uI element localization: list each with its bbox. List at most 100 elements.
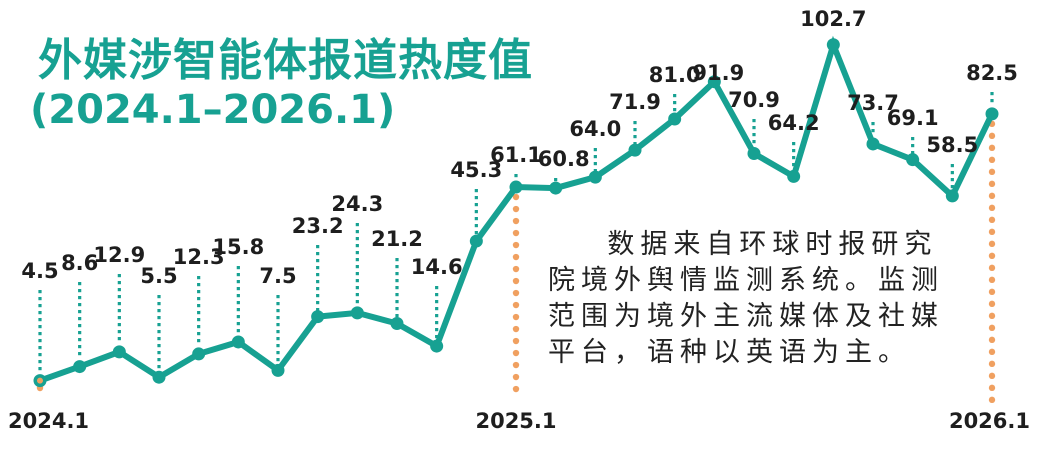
drop-line-dot xyxy=(276,295,280,299)
drop-line-dot xyxy=(474,203,478,207)
reference-line-dot xyxy=(988,216,996,224)
reference-line-dot xyxy=(988,276,996,284)
drop-line-dot xyxy=(276,316,280,320)
drop-line-dot xyxy=(316,266,320,270)
value-label: 61.1 xyxy=(490,143,542,167)
drop-line-dot xyxy=(197,304,201,308)
drop-line-dot xyxy=(38,297,42,301)
x-tick-label: 2026.1 xyxy=(949,409,1030,433)
drop-line-dot xyxy=(514,174,518,178)
reference-line-dot xyxy=(988,348,996,356)
value-label: 102.7 xyxy=(800,7,866,31)
drop-line-dot xyxy=(911,144,915,148)
data-point xyxy=(588,170,602,184)
value-label: 23.2 xyxy=(292,214,344,238)
drop-line-dot xyxy=(752,126,756,130)
drop-line-dot xyxy=(355,230,359,234)
reference-line-dot xyxy=(512,349,520,357)
data-point xyxy=(469,234,483,248)
data-point xyxy=(945,189,959,203)
drop-line-dot xyxy=(236,273,240,277)
data-point xyxy=(747,147,761,161)
data-point xyxy=(866,137,880,151)
drop-line-dot xyxy=(197,290,201,294)
reference-line-dot xyxy=(988,360,996,368)
drop-line-dot xyxy=(157,309,161,313)
drop-line-dot xyxy=(990,92,994,96)
drop-line-dot xyxy=(197,276,201,280)
drop-line-dot xyxy=(316,280,320,284)
drop-line-dot xyxy=(38,311,42,315)
value-label: 91.9 xyxy=(692,61,744,85)
value-label: 21.2 xyxy=(371,227,423,251)
drop-line-dot xyxy=(117,323,121,327)
reference-line-dot xyxy=(512,229,520,237)
data-point xyxy=(985,107,999,121)
value-label: 7.5 xyxy=(259,264,296,288)
drop-line-dot xyxy=(197,318,201,322)
value-label: 58.5 xyxy=(926,133,978,157)
drop-line-dot xyxy=(236,315,240,319)
drop-line-dot xyxy=(236,287,240,291)
reference-line-dot xyxy=(988,204,996,212)
chart-title: 外媒涉智能体报道热度值 xyxy=(38,35,533,86)
drop-line-dot xyxy=(38,339,42,343)
data-point xyxy=(826,38,840,52)
drop-line-dot xyxy=(78,331,82,335)
drop-line-dot xyxy=(197,297,201,301)
data-point xyxy=(707,75,721,89)
drop-line-dot xyxy=(78,296,82,300)
drop-line-dot xyxy=(316,252,320,256)
value-label: 71.9 xyxy=(609,90,661,114)
reference-line-dot xyxy=(988,168,996,176)
drop-line-dot xyxy=(38,304,42,308)
value-label: 5.5 xyxy=(140,264,177,288)
drop-line-dot xyxy=(911,151,915,155)
drop-line-dot xyxy=(78,324,82,328)
drop-line-dot xyxy=(157,344,161,348)
drop-line-dot xyxy=(117,316,121,320)
drop-line-dot xyxy=(38,318,42,322)
drop-line-dot xyxy=(316,273,320,277)
drop-line-dot xyxy=(157,351,161,355)
drop-line-dot xyxy=(197,283,201,287)
drop-line-dot xyxy=(236,266,240,270)
data-point xyxy=(73,360,87,374)
drop-line-dot xyxy=(78,289,82,293)
drop-line-dot xyxy=(117,281,121,285)
reference-line-dot xyxy=(988,384,996,392)
drop-line-dot xyxy=(197,332,201,336)
reference-line-dot xyxy=(988,252,996,260)
drop-line-dot xyxy=(355,293,359,297)
value-label: 24.3 xyxy=(331,192,383,216)
drop-line-dot xyxy=(871,129,875,133)
data-point xyxy=(549,181,563,195)
data-point xyxy=(430,339,444,353)
drop-line-dot xyxy=(395,300,399,304)
drop-line-dot xyxy=(316,259,320,263)
reference-line-dot xyxy=(988,264,996,272)
drop-line-dot xyxy=(316,308,320,312)
drop-line-dot xyxy=(236,308,240,312)
drop-line-dot xyxy=(593,162,597,166)
drop-line-dot xyxy=(752,140,756,144)
reference-line-dot xyxy=(988,240,996,248)
drop-line-dot xyxy=(435,321,439,325)
reference-line-dot xyxy=(988,132,996,140)
drop-line-dot xyxy=(435,314,439,318)
drop-line-dot xyxy=(236,329,240,333)
drop-line-dot xyxy=(117,274,121,278)
drop-line-dot xyxy=(395,293,399,297)
drop-line-dot xyxy=(435,286,439,290)
drop-line-dot xyxy=(355,265,359,269)
drop-line-dot xyxy=(633,128,637,132)
value-label: 81.0 xyxy=(649,63,701,87)
reference-line-dot xyxy=(512,373,520,381)
drop-line-dot xyxy=(157,295,161,299)
drop-line-dot xyxy=(355,258,359,262)
value-label: 14.6 xyxy=(411,255,463,279)
drop-line-dot xyxy=(593,155,597,159)
drop-line-dot xyxy=(117,309,121,313)
value-label: 60.8 xyxy=(538,147,590,171)
